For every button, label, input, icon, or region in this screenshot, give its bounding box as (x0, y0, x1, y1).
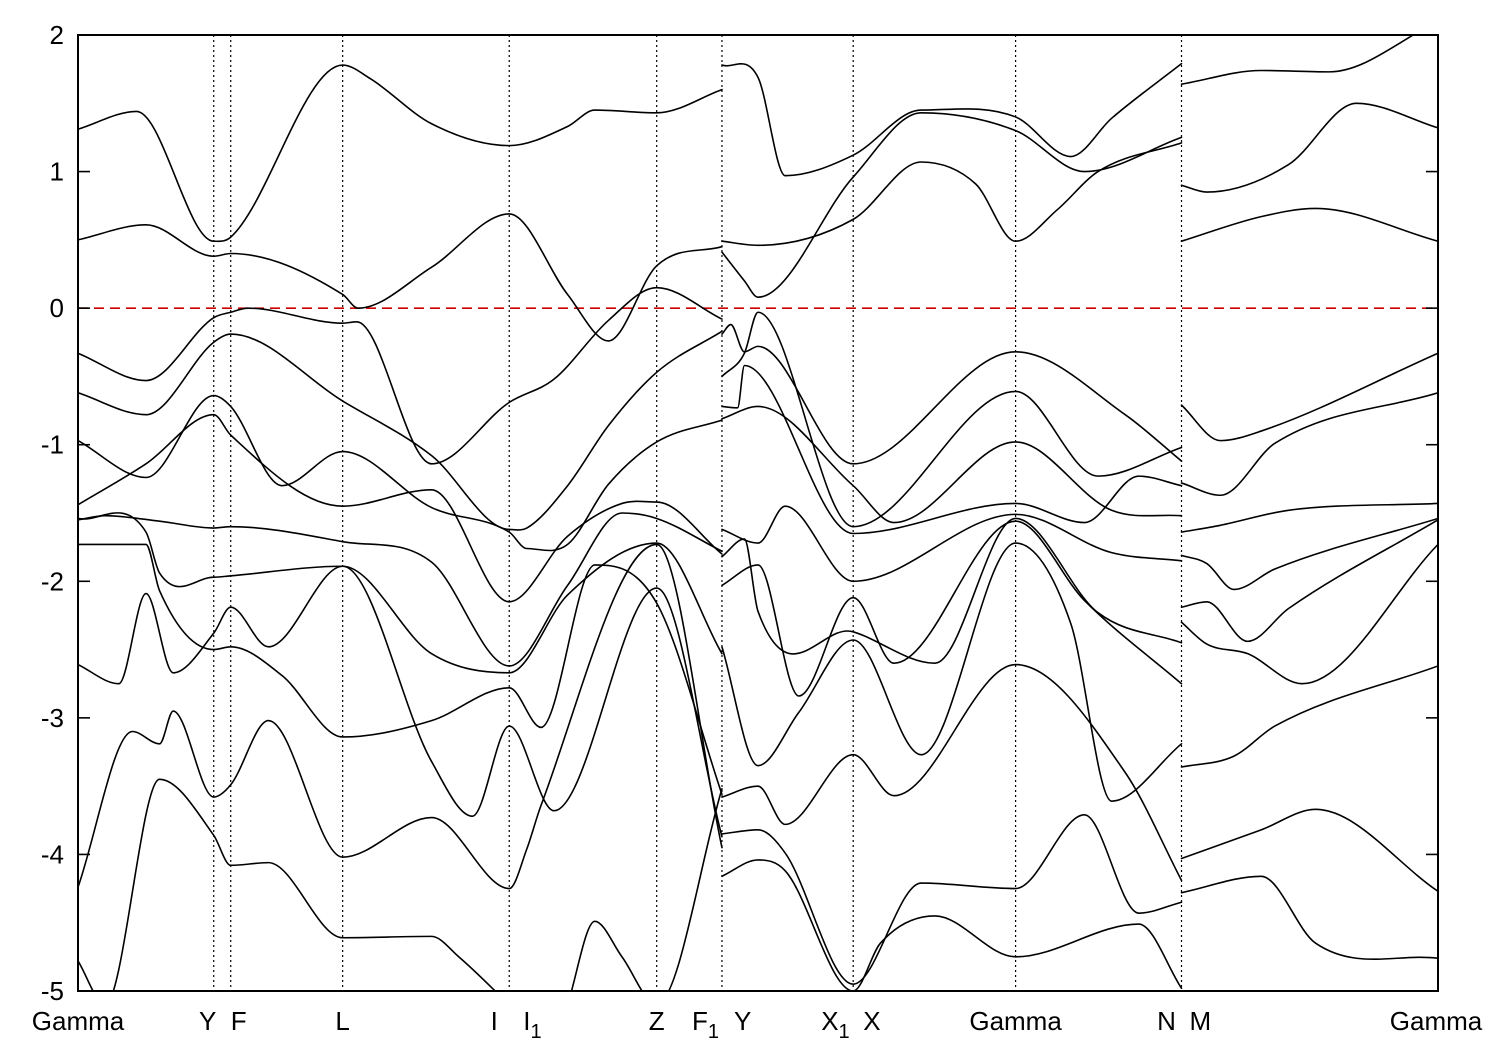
band-line (1180, 519, 1438, 643)
band-line (78, 413, 723, 603)
band-line (78, 512, 723, 674)
band-line (721, 663, 1183, 882)
y-tick-label: 2 (50, 20, 64, 50)
kpoint-label: Y (734, 1006, 751, 1036)
y-axis: 2 1 0 -1 -2 -3 -4 -5 (41, 20, 1438, 1006)
band-line (721, 112, 1183, 299)
band-line (78, 394, 723, 552)
band-line (78, 565, 723, 838)
band-line (1180, 102, 1438, 193)
plot-frame (77, 34, 1439, 992)
band-line (1180, 35, 1415, 85)
band-line (570, 788, 723, 991)
band-line (721, 505, 1183, 583)
y-tick-label: -4 (41, 839, 64, 869)
band-line (1180, 517, 1438, 591)
kpoint-label: F (231, 1006, 247, 1036)
x-axis-kpoint-labels: Gamma Y F L I I1 Z F1 Y X1 X Gamma N M Gamma (32, 1006, 1483, 1043)
band-line (1180, 543, 1438, 685)
band-line (1180, 502, 1438, 533)
band-line (78, 543, 723, 796)
band-line (78, 512, 723, 667)
kpoint-divider-lines (213, 35, 1183, 991)
kpoint-label: I1 (523, 1006, 541, 1043)
band-line (721, 814, 1183, 985)
y-tick-label: -3 (41, 703, 64, 733)
band-line (78, 543, 723, 890)
y-tick-label: -1 (41, 430, 64, 460)
band-line (721, 311, 1183, 528)
band-line (1180, 392, 1438, 497)
kpoint-label: F1 (692, 1006, 719, 1043)
kpoint-label: L (335, 1006, 349, 1036)
band-line (721, 517, 1183, 665)
band-line (721, 62, 1183, 177)
band-line (721, 405, 1183, 524)
band-line (1180, 665, 1438, 768)
kpoint-label: X1 (821, 1006, 849, 1043)
kpoint-label: I (491, 1006, 498, 1036)
band-line (721, 859, 1183, 991)
kpoint-label: Gamma (32, 1006, 125, 1036)
kpoint-label: Gamma (1390, 1006, 1483, 1036)
band-line (721, 323, 1183, 465)
band-line (78, 64, 723, 243)
kpoint-label: Y (199, 1006, 216, 1036)
band-line (1180, 808, 1438, 893)
band-line (1180, 352, 1438, 442)
band-line (1180, 207, 1438, 243)
band-line (78, 330, 723, 531)
kpoint-label: Gamma (969, 1006, 1062, 1036)
y-tick-label: 1 (50, 157, 64, 187)
band-line (721, 364, 1183, 535)
y-tick-label: -2 (41, 566, 64, 596)
kpoint-label: X (863, 1006, 880, 1036)
y-tick-label: 0 (50, 293, 64, 323)
band-line (721, 142, 1183, 247)
band-line (78, 778, 497, 991)
kpoint-label: N (1157, 1006, 1176, 1036)
kpoint-label: M (1190, 1006, 1212, 1036)
band-line (721, 542, 1183, 802)
band-line (1180, 875, 1438, 960)
band-line (721, 520, 1183, 697)
band-line (78, 213, 723, 342)
energy-bands (78, 35, 1438, 991)
kpoint-label: Z (649, 1006, 665, 1036)
band-line (78, 286, 723, 465)
y-tick-label: -5 (41, 976, 64, 1006)
